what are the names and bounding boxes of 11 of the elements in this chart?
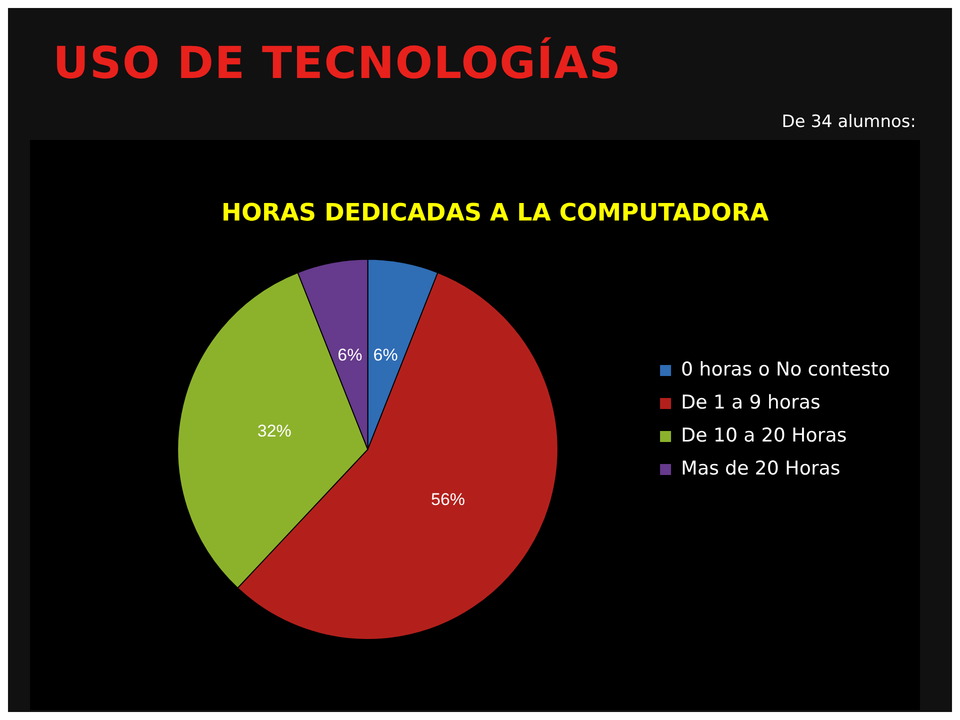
data-label: 6% <box>373 346 398 365</box>
legend-label: De 10 a 20 Horas <box>681 424 847 446</box>
data-label: 32% <box>257 421 292 440</box>
text: De 34 alumnos: <box>782 112 916 132</box>
chart-subtitle: HORAS DEDICADAS A LA COMPUTADORA <box>221 198 770 227</box>
data-label: 56% <box>431 490 466 510</box>
legend-label: 0 horas o No contesto <box>681 358 890 380</box>
legend-label: Mas de 20 Horas <box>681 457 840 480</box>
data-label: 6% <box>338 346 362 365</box>
legend-label: De 1 a 9 horas <box>681 391 820 414</box>
chart-title: USO DE TECNOLOGÍAS <box>53 38 622 89</box>
